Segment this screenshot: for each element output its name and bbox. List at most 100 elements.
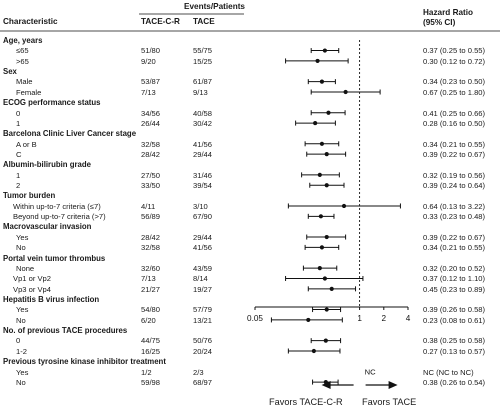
row-label: ≤65	[16, 46, 29, 56]
events-tace-c-r: 7/13	[141, 274, 156, 284]
section-title: Barcelona Clinic Liver Cancer stage	[3, 129, 137, 139]
row-label: C	[16, 149, 22, 159]
events-tace: 61/87	[193, 77, 213, 87]
events-tace: 13/21	[193, 315, 213, 325]
hazard-ratio-header: Hazard Ratio	[423, 8, 474, 17]
events-tace-c-r: 32/58	[141, 243, 161, 253]
events-tace-c-r: 53/87	[141, 77, 161, 87]
events-tace-c-r: 32/60	[141, 263, 161, 273]
hazard-ratio-value: 0.37 (0.25 to 0.55)	[423, 46, 486, 56]
events-tace: 40/58	[193, 108, 213, 118]
events-tace: 29/44	[193, 232, 213, 242]
row-label: >65	[16, 56, 29, 66]
hr-point	[323, 338, 328, 343]
events-tace-c-r: 28/42	[141, 149, 161, 159]
events-tace: 43/59	[193, 263, 213, 273]
row-label: No	[16, 243, 26, 253]
events-tace: 41/56	[193, 139, 213, 149]
row-label: None	[16, 263, 35, 273]
hr-point	[315, 58, 320, 64]
events-tace-c-r: 7/13	[141, 87, 156, 97]
favors-right-label: Favors TACE	[362, 397, 417, 407]
events-tace-c-r: 54/80	[141, 305, 161, 315]
row-label: 0	[16, 108, 21, 118]
hr-point	[313, 120, 318, 126]
hazard-ratio-value: 0.34 (0.21 to 0.55)	[423, 243, 486, 253]
hazard-ratio-value: 0.39 (0.24 to 0.64)	[423, 181, 486, 191]
hazard-ratio-value: 0.39 (0.22 to 0.67)	[423, 149, 486, 159]
hr-point	[319, 141, 325, 146]
row-label: Vp3 or Vp4	[13, 284, 51, 294]
hazard-ratio-value: 0.64 (0.13 to 3.22)	[423, 201, 486, 211]
row-label: 2	[16, 181, 21, 191]
hazard-ratio-value: 0.23 (0.08 to 0.61)	[423, 315, 486, 325]
favors-right-arrow-head	[388, 381, 398, 389]
section-title: No. of previous TACE procedures	[3, 326, 128, 336]
events-tace-c-r: 33/50	[141, 181, 161, 191]
ci-header: (95% CI)	[423, 18, 456, 27]
hazard-ratio-value: 0.34 (0.21 to 0.55)	[423, 139, 486, 149]
x-tick-label: 4	[406, 314, 411, 323]
hazard-ratio-value: 0.37 (0.12 to 1.10)	[423, 274, 486, 284]
events-tace-c-r: 44/75	[141, 336, 161, 346]
hr-point	[317, 266, 322, 271]
hazard-ratio-value: 0.67 (0.25 to 1.80)	[423, 87, 486, 97]
hr-point	[341, 203, 347, 209]
row-label: Female	[16, 87, 42, 97]
row-label: Yes	[16, 232, 29, 242]
events-tace: 41/56	[193, 243, 213, 253]
section-title: Macrovascular invasion	[3, 222, 92, 232]
hazard-ratio-value: 0.32 (0.19 to 0.56)	[423, 170, 486, 180]
x-tick-label: 1	[357, 314, 362, 323]
row-label: Yes	[16, 367, 29, 377]
hazard-ratio-value: 0.33 (0.23 to 0.48)	[423, 212, 486, 222]
hr-point	[324, 183, 329, 188]
row-label: Within up-to-7 criteria (≤7)	[13, 201, 101, 211]
row-label: 1-2	[16, 346, 27, 356]
events-tace: 50/76	[193, 336, 213, 346]
hr-point	[324, 234, 329, 240]
events-tace-c-r: 56/89	[141, 212, 161, 222]
events-tace: 31/46	[193, 170, 213, 180]
section-title: Tumor burden	[3, 191, 56, 201]
events-tace-c-r: 26/44	[141, 118, 161, 128]
hr-point	[322, 276, 327, 281]
hr-point	[324, 307, 329, 312]
characteristic-header: Characteristic	[3, 17, 58, 26]
row-label: Vp1 or Vp2	[13, 274, 51, 284]
events-tace-c-r: 51/80	[141, 46, 161, 56]
events-tace: 39/54	[193, 181, 213, 191]
favors-left-label: Favors TACE-C-R	[269, 397, 343, 407]
hr-point	[306, 317, 311, 323]
events-tace: 20/24	[193, 346, 213, 356]
hr-point	[317, 172, 322, 177]
hazard-ratio-value: 0.27 (0.13 to 0.57)	[423, 346, 486, 356]
row-label: Yes	[16, 305, 29, 315]
hazard-ratio-value: 0.41 (0.25 to 0.66)	[423, 108, 486, 118]
events-tace: 9/13	[193, 87, 208, 97]
events-tace: 3/10	[193, 201, 208, 211]
hazard-ratio-value: 0.38 (0.26 to 0.54)	[423, 377, 486, 387]
hazard-ratio-value: 0.28 (0.16 to 0.50)	[423, 118, 486, 128]
section-title: Albumin-bilirubin grade	[3, 160, 91, 170]
hazard-ratio-value: 0.34 (0.23 to 0.50)	[423, 77, 486, 87]
events-tace-c-r: 59/98	[141, 377, 161, 387]
section-title: Sex	[3, 67, 17, 77]
events-tace: 2/3	[193, 367, 204, 377]
group-a-header: TACE-C-R	[141, 17, 180, 26]
row-label: A or B	[16, 139, 37, 149]
events-tace: 68/97	[193, 377, 213, 387]
section-title: Hepatitis B virus infection	[3, 295, 100, 304]
events-tace-c-r: 1/2	[141, 367, 152, 377]
hazard-ratio-value: 0.32 (0.20 to 0.52)	[423, 263, 486, 273]
row-label: No	[16, 315, 26, 325]
favors-left-arrow-head	[321, 381, 331, 389]
row-label: No	[16, 377, 26, 387]
row-label: 1	[16, 170, 21, 180]
events-tace: 15/25	[193, 56, 213, 66]
x-tick-label: 2	[382, 314, 387, 323]
events-tace-c-r: 27/50	[141, 170, 161, 180]
events-tace: 67/90	[193, 212, 213, 222]
hr-point	[324, 152, 329, 157]
